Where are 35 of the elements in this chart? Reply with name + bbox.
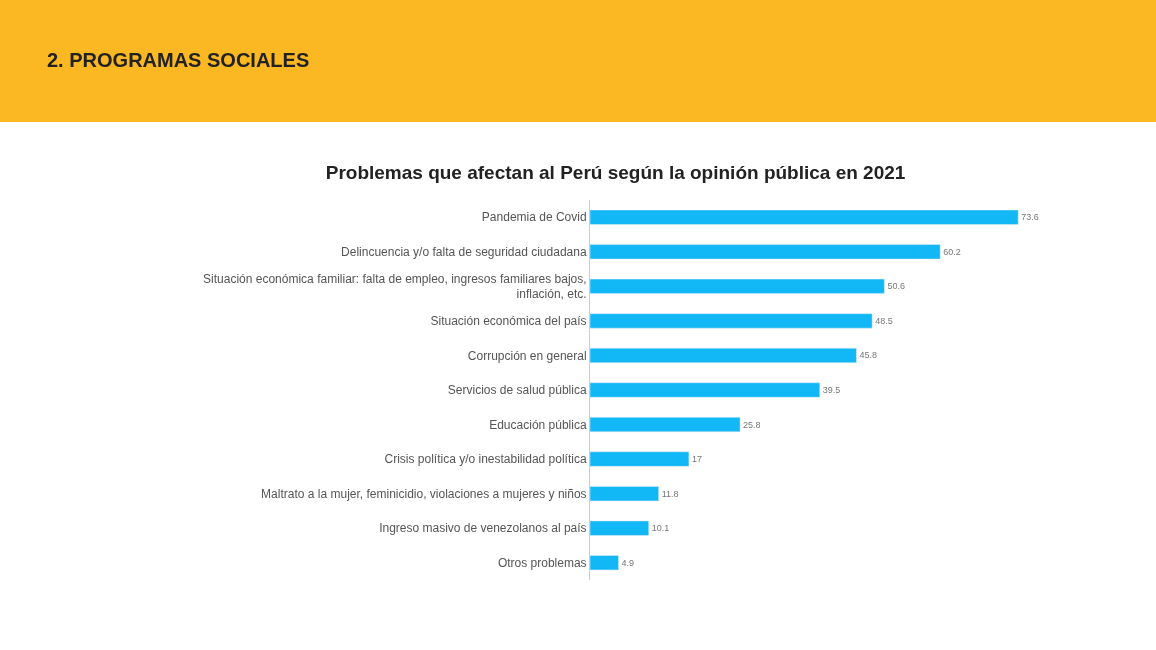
data-label: 60.2 [943, 246, 961, 257]
y-tick-label: Pandemia de Covid [481, 210, 587, 225]
y-tick-label: Corrupción en general [467, 348, 587, 363]
y-tick-label: Situación económica del país [430, 314, 587, 329]
bar [590, 486, 659, 502]
bar [590, 278, 885, 294]
bar [590, 209, 1019, 225]
bar [590, 347, 857, 363]
bar [590, 382, 821, 398]
y-tick-label: Delincuencia y/o falta de seguridad ciudadana [341, 245, 587, 260]
y-tick-label: Situación económica familiar: falta de empleo, ingresos familiares bajos, inflación, etc. [203, 271, 587, 302]
bar [590, 417, 741, 433]
data-label: 10.1 [651, 523, 670, 534]
chart-title: Problemas que afectan al Perú según la opinión pública en 2021 [325, 161, 906, 183]
text: 2. PROGRAMAS SOCIALES [47, 49, 310, 71]
data-label: 4.9 [621, 557, 635, 568]
y-tick-label: Ingreso masivo de venezolanos al país [379, 521, 587, 536]
y-tick-label: Maltrato a la mujer, feminicidio, violaciones a mujeres y niños [261, 486, 587, 501]
bar [590, 520, 650, 536]
data-label: 73.6 [1021, 212, 1039, 223]
y-tick-label: Otros problemas [497, 555, 587, 570]
bar [590, 555, 619, 571]
data-label: 45.8 [859, 350, 877, 361]
bar [590, 451, 690, 467]
data-label: 17 [691, 454, 702, 465]
y-tick-label: Servicios de salud pública [447, 383, 587, 398]
data-label: 25.8 [743, 419, 761, 430]
data-label: 48.5 [875, 315, 893, 326]
y-tick-label: Educación pública [489, 417, 587, 432]
bar [590, 244, 941, 260]
bar [590, 313, 873, 329]
data-label: 50.6 [887, 281, 905, 292]
data-label: 11.8 [661, 488, 679, 499]
y-tick-label: Crisis política y/o inestabilidad política [384, 452, 587, 467]
data-label: 39.5 [822, 385, 841, 395]
